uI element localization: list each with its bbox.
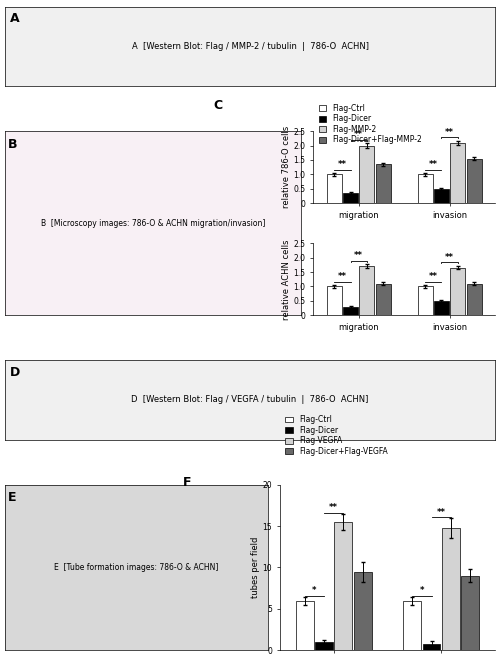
Bar: [422, 644, 440, 650]
Bar: [466, 284, 481, 315]
Text: **: **: [428, 272, 438, 281]
Bar: [466, 158, 481, 204]
Bar: [404, 600, 421, 650]
Text: E: E: [8, 491, 16, 504]
Bar: [450, 267, 466, 315]
Legend: Flag-Ctrl, Flag-Dicer, Flag-MMP-2, Flag-Dicer+Flag-MMP-2: Flag-Ctrl, Flag-Dicer, Flag-MMP-2, Flag-…: [317, 102, 424, 146]
Text: F: F: [183, 476, 192, 489]
Text: B: B: [8, 139, 18, 152]
Bar: [326, 175, 342, 204]
Bar: [418, 286, 432, 315]
Y-axis label: tubes per field: tubes per field: [251, 537, 260, 598]
Text: *: *: [312, 586, 316, 595]
Legend: Flag-Ctrl, Flag-Dicer, Flag-VEGFA, Flag-Dicer+Flag-VEGFA: Flag-Ctrl, Flag-Dicer, Flag-VEGFA, Flag-…: [284, 414, 390, 457]
Text: D  [Western Blot: Flag / VEGFA / tubulin  |  786-O  ACHN]: D [Western Blot: Flag / VEGFA / tubulin …: [132, 396, 368, 405]
Bar: [334, 522, 352, 650]
Text: *: *: [420, 586, 424, 595]
Bar: [376, 284, 391, 315]
Text: **: **: [338, 272, 347, 281]
Text: **: **: [354, 251, 364, 260]
Text: E  [Tube formation images: 786-O & ACHN]: E [Tube formation images: 786-O & ACHN]: [54, 563, 218, 572]
Bar: [434, 189, 449, 204]
Text: **: **: [329, 503, 338, 512]
Bar: [450, 143, 466, 204]
Bar: [343, 307, 358, 315]
Bar: [434, 301, 449, 315]
Text: B  [Microscopy images: 786-O & ACHN migration/invasion]: B [Microscopy images: 786-O & ACHN migra…: [41, 219, 266, 228]
Y-axis label: relative ACHN cells: relative ACHN cells: [282, 239, 291, 319]
Bar: [360, 146, 374, 204]
Bar: [418, 175, 432, 204]
Text: **: **: [428, 160, 438, 169]
Bar: [296, 600, 314, 650]
Bar: [354, 572, 372, 650]
Bar: [360, 266, 374, 315]
Text: **: **: [445, 127, 454, 137]
Text: **: **: [436, 508, 446, 516]
Text: D: D: [10, 365, 20, 378]
Text: C: C: [214, 99, 222, 112]
Text: **: **: [445, 253, 454, 262]
Text: A: A: [10, 12, 20, 25]
Text: **: **: [338, 160, 347, 169]
Bar: [326, 286, 342, 315]
Bar: [376, 164, 391, 204]
Bar: [462, 576, 479, 650]
Bar: [442, 528, 460, 650]
Bar: [315, 642, 333, 650]
Text: **: **: [354, 130, 364, 139]
Y-axis label: relative 786-O cells: relative 786-O cells: [282, 126, 291, 208]
Bar: [343, 193, 358, 204]
Text: A  [Western Blot: Flag / MMP-2 / tubulin  |  786-O  ACHN]: A [Western Blot: Flag / MMP-2 / tubulin …: [132, 42, 368, 51]
